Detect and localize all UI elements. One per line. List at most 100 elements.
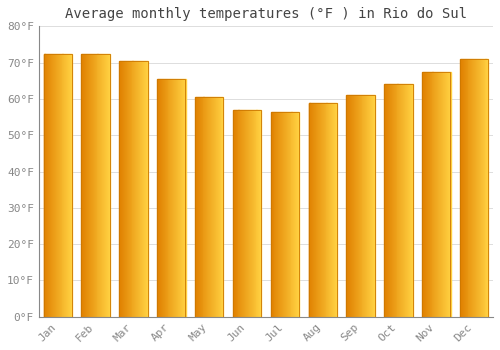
Bar [53,54,54,317]
Bar [146,61,148,317]
Bar [374,95,375,317]
Bar [445,72,446,317]
Bar [366,95,367,317]
Bar [351,95,352,317]
Bar [446,72,448,317]
Bar [211,97,212,317]
Bar [92,54,93,317]
Bar [463,59,464,317]
Bar [106,54,107,317]
Bar [236,110,238,317]
Bar [334,103,335,317]
Bar [424,72,425,317]
Bar [405,84,406,317]
Bar [82,54,84,317]
Bar [387,84,388,317]
Bar [90,54,91,317]
Bar [333,103,334,317]
Bar [107,54,108,317]
Bar [317,103,318,317]
Bar [170,79,172,317]
Bar [336,103,337,317]
Bar [92,54,94,317]
Bar [388,84,389,317]
Bar [206,97,208,317]
Bar [402,84,403,317]
Bar [422,72,423,317]
Bar [354,95,355,317]
Bar [91,54,92,317]
Bar [198,97,199,317]
Bar [442,72,443,317]
Bar [346,95,348,317]
Bar [182,79,184,317]
Bar [362,95,364,317]
Bar [371,95,372,317]
Bar [180,79,181,317]
Bar [216,97,217,317]
Bar [96,54,98,317]
Bar [444,72,445,317]
Bar [68,54,69,317]
Bar [279,112,280,317]
Bar [248,110,249,317]
Bar [391,84,392,317]
Bar [284,112,285,317]
Bar [464,59,466,317]
Bar [441,72,442,317]
Bar [410,84,411,317]
Bar [285,112,286,317]
Bar [281,112,282,317]
Bar [386,84,387,317]
Bar [422,72,450,317]
Bar [428,72,430,317]
Bar [408,84,409,317]
Bar [175,79,176,317]
Bar [407,84,408,317]
Bar [126,61,127,317]
Bar [364,95,366,317]
Bar [57,54,58,317]
Bar [56,54,57,317]
Bar [44,54,46,317]
Bar [460,59,488,317]
Bar [157,79,186,317]
Bar [125,61,126,317]
Bar [132,61,134,317]
Bar [443,72,444,317]
Bar [120,61,121,317]
Bar [394,84,396,317]
Bar [470,59,472,317]
Bar [357,95,358,317]
Bar [164,79,166,317]
Bar [481,59,482,317]
Bar [215,97,216,317]
Bar [324,103,326,317]
Bar [448,72,450,317]
Bar [392,84,393,317]
Bar [177,79,178,317]
Bar [58,54,59,317]
Bar [278,112,279,317]
Bar [69,54,70,317]
Bar [346,95,375,317]
Bar [124,61,125,317]
Bar [320,103,321,317]
Bar [272,112,274,317]
Bar [426,72,427,317]
Bar [370,95,371,317]
Bar [104,54,105,317]
Bar [410,84,412,317]
Bar [360,95,362,317]
Bar [328,103,330,317]
Bar [484,59,486,317]
Bar [161,79,162,317]
Bar [84,54,85,317]
Bar [243,110,244,317]
Bar [172,79,173,317]
Bar [287,112,288,317]
Bar [461,59,462,317]
Bar [389,84,390,317]
Bar [71,54,72,317]
Bar [288,112,290,317]
